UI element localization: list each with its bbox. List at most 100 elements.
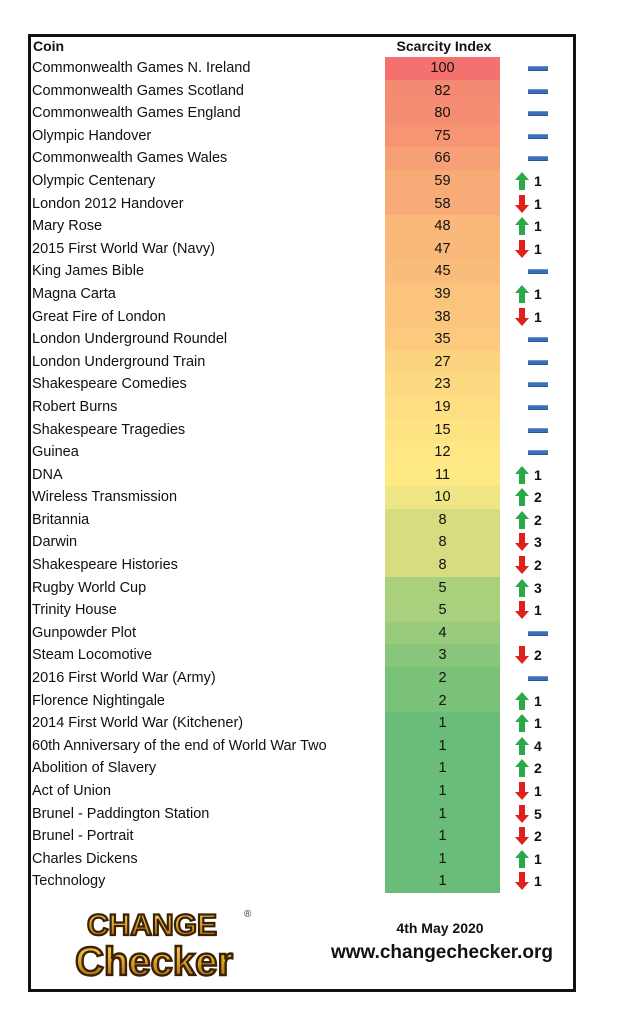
scarcity-index-cell: 1 bbox=[385, 847, 500, 871]
rank-change bbox=[512, 441, 572, 464]
coin-table: Commonwealth Games N. Ireland 100 Commonwe… bbox=[30, 57, 575, 893]
scarcity-index-cell: 38 bbox=[385, 305, 500, 329]
table-frame bbox=[28, 34, 576, 992]
rank-change: 5 bbox=[512, 803, 572, 826]
table-row: 2016 First World War (Army) 2 bbox=[30, 667, 575, 690]
rank-change: 1 bbox=[512, 283, 572, 306]
coin-name: Abolition of Slavery bbox=[32, 760, 157, 777]
rank-change: 1 bbox=[512, 848, 572, 871]
rank-change-amount: 4 bbox=[534, 737, 542, 754]
no-change-dash-icon bbox=[528, 269, 548, 275]
coin-name: Great Fire of London bbox=[32, 308, 166, 325]
table-row: Gunpowder Plot 4 bbox=[30, 621, 575, 645]
no-change-dash-icon bbox=[528, 337, 548, 343]
coin-name: Commonwealth Games N. Ireland bbox=[32, 60, 251, 76]
table-row: Shakespeare Tragedies 15 bbox=[30, 418, 575, 442]
website-link[interactable]: www.changechecker.org bbox=[330, 942, 554, 963]
rank-change bbox=[512, 419, 572, 442]
rank-change: 2 bbox=[512, 486, 572, 509]
column-header-scarcity-index: Scarcity Index bbox=[396, 38, 492, 54]
table-row: Charles Dickens 1 1 bbox=[30, 847, 575, 871]
no-change-dash-icon bbox=[528, 66, 548, 71]
scarcity-index-cell: 1 bbox=[385, 734, 500, 758]
scarcity-index-cell: 35 bbox=[385, 328, 500, 351]
rank-change bbox=[512, 622, 572, 645]
table-row: Shakespeare Comedies 23 bbox=[30, 373, 575, 396]
coin-name: Gunpowder Plot bbox=[32, 624, 136, 641]
scarcity-index-cell: 4 bbox=[385, 621, 500, 645]
scarcity-index-cell: 19 bbox=[385, 395, 500, 419]
table-row: Darwin 8 3 bbox=[30, 531, 575, 555]
scarcity-index-cell: 82 bbox=[385, 79, 500, 103]
scarcity-index-cell: 2 bbox=[385, 689, 500, 713]
coin-name: London Underground Train bbox=[32, 353, 206, 370]
rank-change-amount: 1 bbox=[534, 308, 542, 325]
rank-change-amount: 1 bbox=[534, 715, 542, 732]
arrow-up-icon bbox=[515, 510, 529, 529]
rank-change-amount: 2 bbox=[534, 760, 542, 777]
arrow-up-icon bbox=[515, 217, 529, 236]
rank-change-amount: 1 bbox=[534, 783, 542, 799]
rank-change-amount: 1 bbox=[534, 240, 542, 257]
rank-change: 1 bbox=[512, 170, 572, 193]
rank-change: 1 bbox=[512, 870, 572, 893]
coin-name: Olympic Centenary bbox=[32, 172, 156, 189]
table-row: Trinity House 5 1 bbox=[30, 599, 575, 622]
coin-name: Magna Carta bbox=[32, 285, 116, 302]
coin-name: Guinea bbox=[32, 444, 79, 461]
no-change-dash-icon bbox=[528, 133, 548, 139]
rank-change-amount: 3 bbox=[534, 579, 542, 596]
table-row: Rugby World Cup 5 3 bbox=[30, 576, 575, 600]
coin-name: Shakespeare Tragedies bbox=[32, 421, 186, 438]
coin-name: Brunel - Paddington Station bbox=[32, 805, 210, 822]
scarcity-index-cell: 15 bbox=[385, 418, 500, 442]
rank-change-amount: 1 bbox=[534, 172, 542, 189]
arrow-down-icon bbox=[515, 601, 529, 620]
coin-name: Shakespeare Histories bbox=[32, 557, 178, 574]
rank-change bbox=[512, 351, 572, 374]
rank-change bbox=[512, 260, 572, 283]
logo-line-1: CHANGE bbox=[87, 909, 217, 942]
rank-change: 1 bbox=[512, 215, 572, 238]
rank-change bbox=[512, 396, 572, 419]
coin-name: London Underground Roundel bbox=[32, 331, 228, 348]
rank-change-amount: 2 bbox=[534, 511, 542, 528]
arrow-down-icon bbox=[515, 239, 529, 258]
rank-change: 2 bbox=[512, 554, 572, 577]
no-change-dash-icon bbox=[528, 676, 548, 682]
arrow-up-icon bbox=[515, 691, 529, 710]
coin-name: 2016 First World War (Army) bbox=[32, 670, 216, 687]
rank-change: 2 bbox=[512, 825, 572, 848]
table-row: Robert Burns 19 bbox=[30, 395, 575, 419]
no-change-dash-icon bbox=[528, 450, 548, 456]
arrow-up-icon bbox=[515, 714, 529, 733]
logo-line-2: Checker bbox=[75, 940, 233, 983]
scarcity-index-cell: 11 bbox=[385, 463, 500, 487]
table-row: Great Fire of London 38 1 bbox=[30, 305, 575, 329]
arrow-down-icon bbox=[515, 307, 529, 326]
table-row: 2014 First World War (Kitchener) 1 1 bbox=[30, 712, 575, 735]
coin-name: 60th Anniversary of the end of World War… bbox=[32, 737, 327, 754]
arrow-up-icon bbox=[515, 488, 529, 507]
scarcity-index-cell: 23 bbox=[385, 373, 500, 396]
table-row: London 2012 Handover 58 1 bbox=[30, 192, 575, 216]
rank-change-amount: 3 bbox=[534, 534, 542, 551]
scarcity-index-cell: 1 bbox=[385, 712, 500, 735]
arrow-down-icon bbox=[515, 827, 529, 846]
rank-change-amount: 1 bbox=[534, 873, 542, 890]
rank-change: 3 bbox=[512, 577, 572, 600]
table-row: Olympic Handover 75 bbox=[30, 124, 575, 148]
table-row: Britannia 8 2 bbox=[30, 508, 575, 532]
no-change-dash-icon bbox=[528, 427, 548, 433]
coin-name: Charles Dickens bbox=[32, 850, 138, 867]
rank-change-amount: 2 bbox=[534, 489, 542, 506]
scarcity-index-cell: 1 bbox=[385, 825, 500, 848]
arrow-down-icon bbox=[515, 782, 529, 800]
coin-name: Act of Union bbox=[32, 783, 111, 799]
coin-name: Mary Rose bbox=[32, 218, 103, 235]
coin-name: Technology bbox=[32, 873, 106, 890]
table-row: Steam Locomotive 3 2 bbox=[30, 644, 575, 668]
coin-name: Commonwealth Games Wales bbox=[32, 150, 228, 167]
scarcity-index-cell: 12 bbox=[385, 441, 500, 464]
arrow-up-icon bbox=[515, 849, 529, 868]
